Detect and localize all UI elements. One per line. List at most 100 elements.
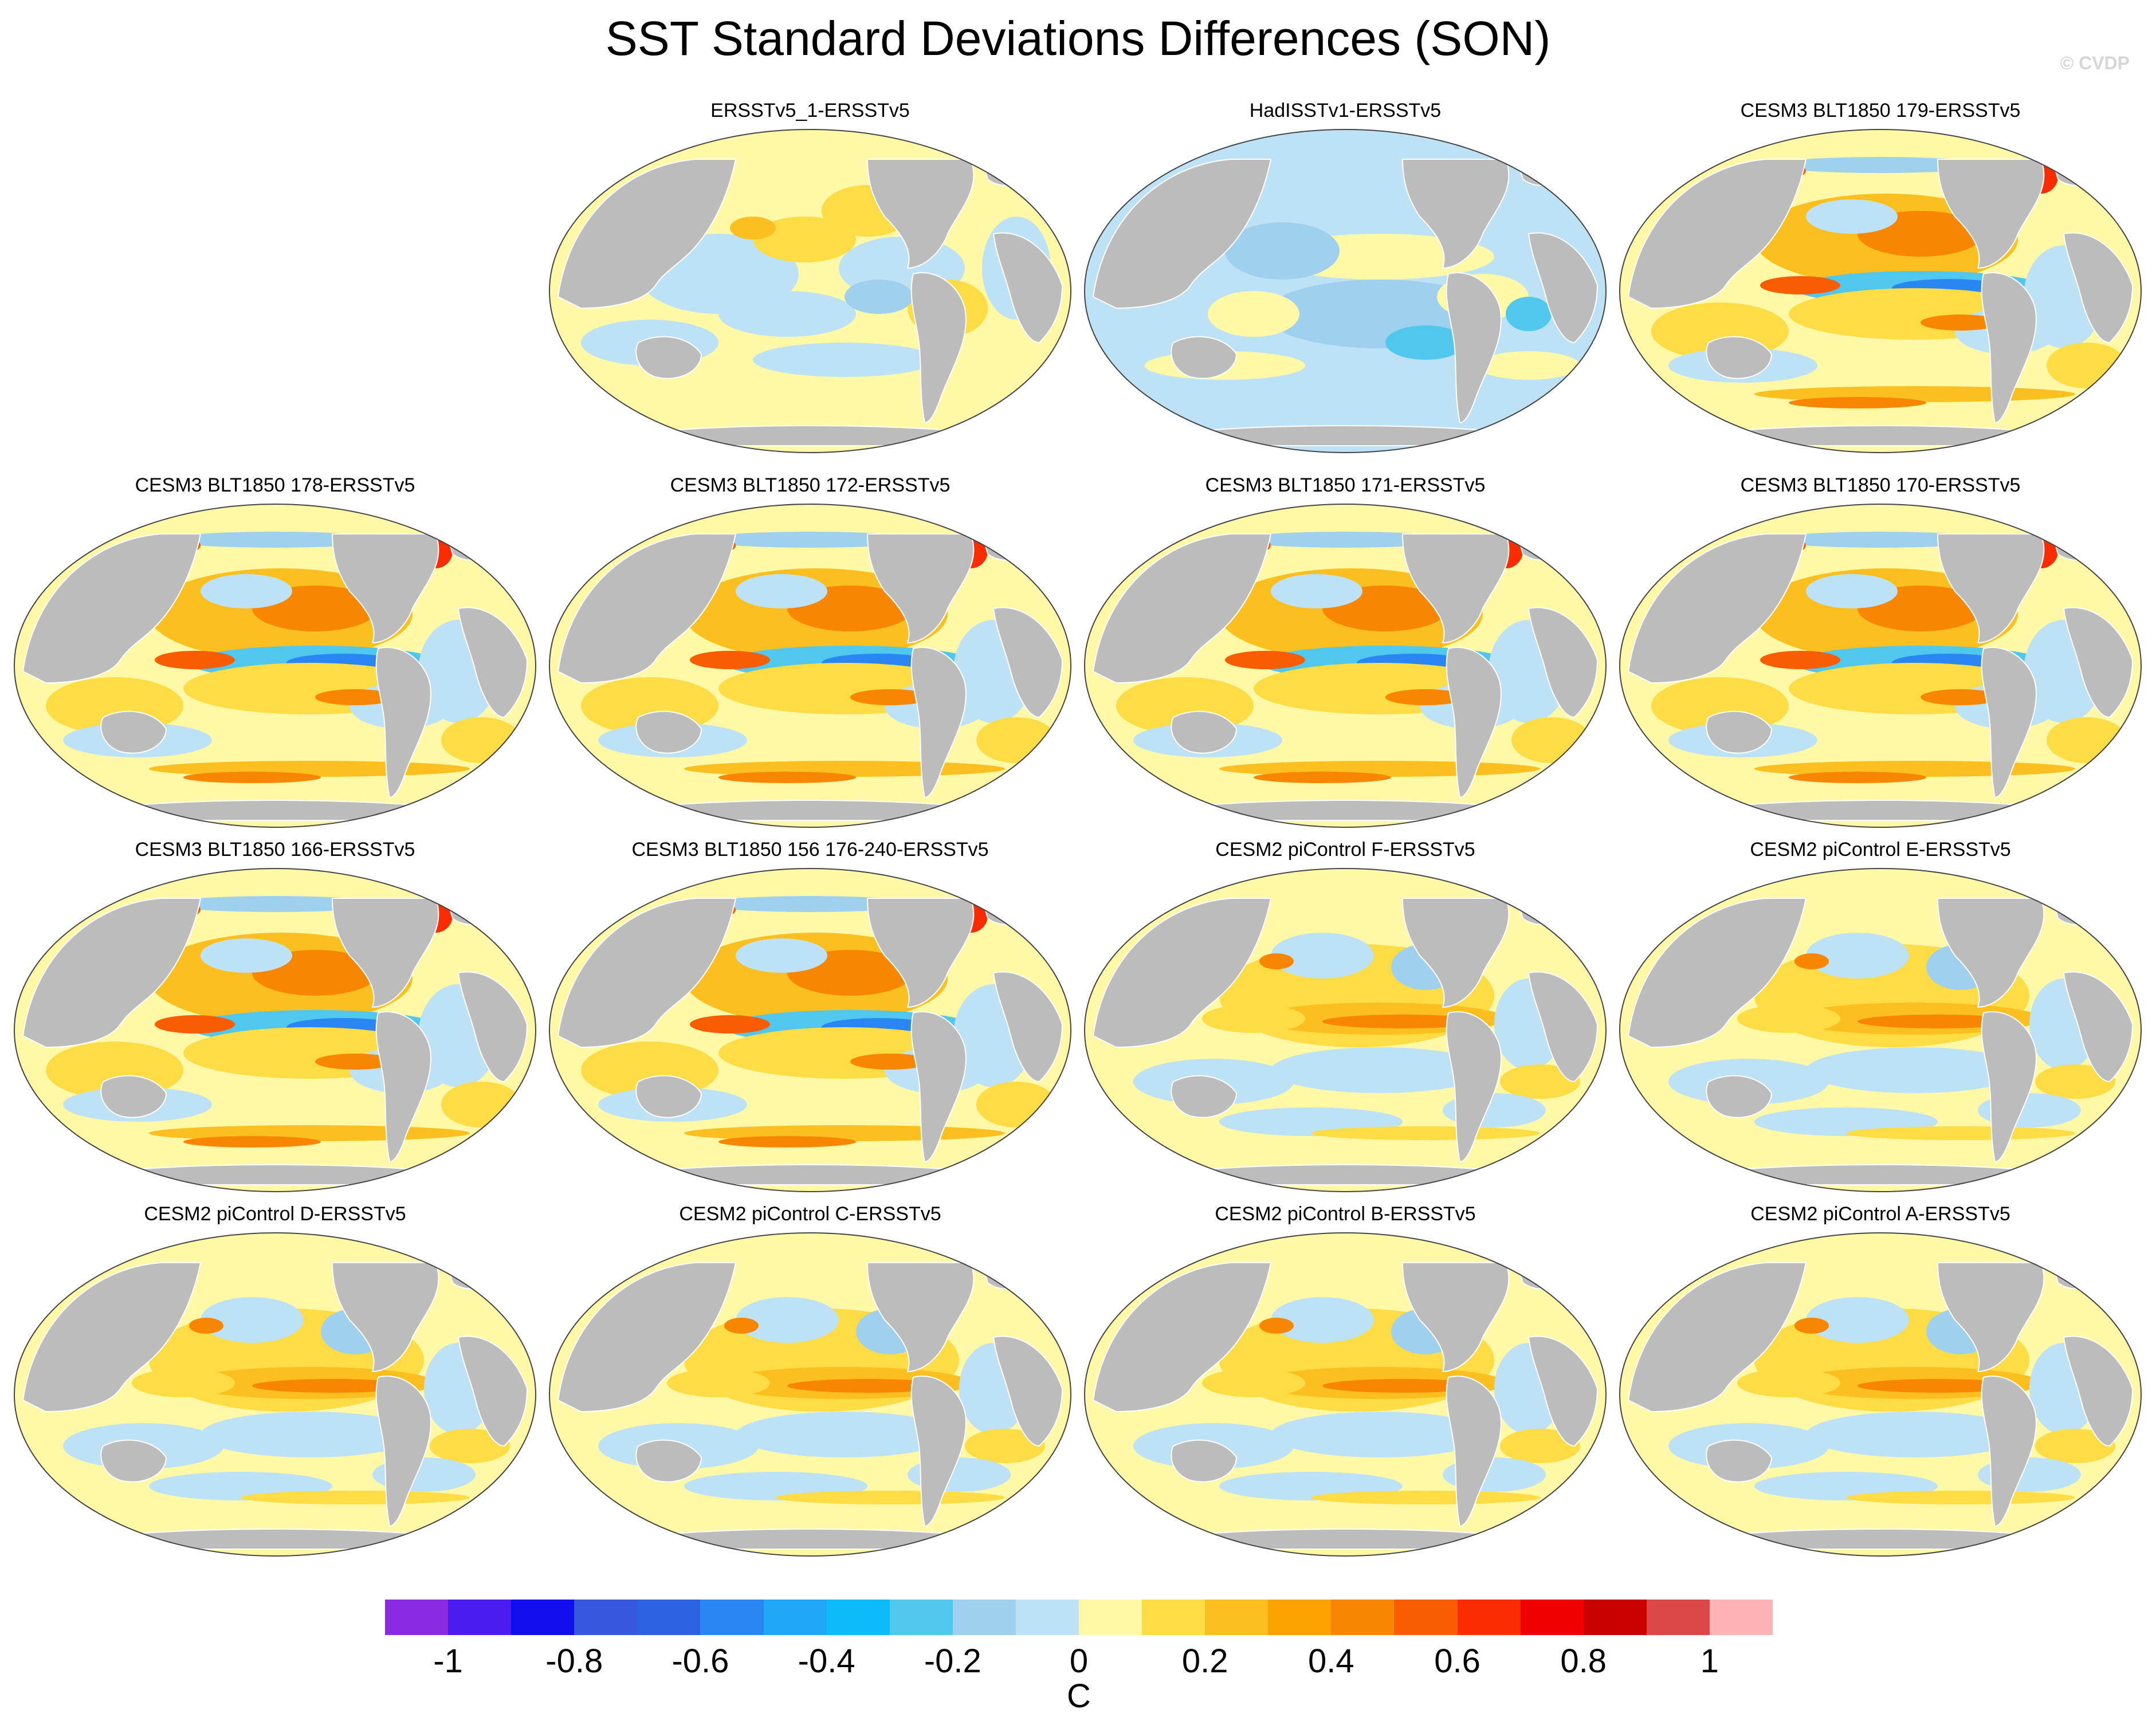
land-mass [1092,533,1272,684]
sst-anomaly-region [1921,689,2001,705]
land-mass [635,1075,702,1118]
colorbar-unit-label: C [1067,1677,1091,1715]
map-panel: CESM2 piControl A-ERSSTv5 [1617,1202,2144,1557]
land-mass [375,1011,431,1163]
land-mass [1527,971,1599,1083]
sst-anomaly-region [1225,651,1305,669]
sst-anomaly-region [1772,157,1989,173]
colorbar [385,1600,1773,1635]
map-panel: CESM2 piControl C-ERSSTv5 [547,1202,1074,1557]
sst-anomaly-region [201,574,292,608]
sst-anomaly-region [1271,1047,1489,1093]
land-mass [992,232,1063,344]
sst-anomaly-region [1254,772,1391,783]
sst-anomaly-region [736,1297,839,1343]
colorbar-swatch [1709,1600,1773,1635]
land-mass [557,533,737,684]
colorbar-swatch [1268,1600,1332,1635]
sst-anomaly-region [690,651,770,669]
sst-anomaly-region [1806,1412,2024,1457]
panel-title: CESM3 BLT1850 171-ERSSTv5 [1205,474,1486,496]
panel-title: CESM2 piControl C-ERSSTv5 [679,1203,941,1225]
map-outline [14,504,536,828]
land-mass [866,159,975,269]
map-outline [549,129,1071,453]
panel-title: CESM3 BLT1850 172-ERSSTv5 [670,474,951,496]
land-mass [1627,533,1807,684]
land-mass [2063,971,2134,1083]
panel-title: CESM2 piControl E-ERSSTv5 [1750,839,2011,860]
sst-anomaly-region [315,1054,395,1070]
panel-title: CESM2 piControl A-ERSSTv5 [1750,1203,2010,1225]
colorbar-swatch [1205,1600,1269,1635]
panel-title: CESM3 BLT1850 166-ERSSTv5 [135,839,415,860]
land-mass [1092,1262,1272,1413]
sst-anomaly-region [1202,1369,1305,1397]
land-mass [866,1262,975,1373]
sst-anomaly-region [1322,1379,1483,1393]
sst-anomaly-region [1789,397,1926,408]
robinson-map [1084,129,1607,453]
sst-anomaly-region [315,689,395,705]
sst-anomaly-region [1760,276,1840,294]
colorbar-swatch [637,1600,701,1635]
sst-anomaly-region [965,1429,1045,1463]
sst-anomaly-region [132,1369,235,1397]
land-mass [1171,336,1238,379]
sst-anomaly-region [976,1082,1057,1127]
land-mass [910,272,967,424]
sst-anomaly-region [1506,297,1552,331]
sst-anomaly-region [850,1054,930,1070]
colorbar-swatch [574,1600,638,1635]
land-mass [635,710,702,754]
sst-anomaly-region [1271,1297,1374,1343]
sst-anomaly-region [1259,953,1294,969]
sst-anomaly-region [1760,651,1840,669]
land-mass [1981,1376,2037,1527]
sst-anomaly-region [1806,1047,2024,1093]
land-mass [910,647,967,799]
map-outline [1619,504,2142,828]
sst-anomaly-region [1322,1015,1483,1028]
sst-anomaly-region [183,1136,321,1148]
land-mass [1937,533,2045,644]
land-mass [1171,1439,1238,1483]
colorbar-swatch [448,1600,512,1635]
map-outline [1619,868,2142,1192]
robinson-map [1619,129,2142,453]
land-mass [22,898,202,1048]
map-panel: CESM3 BLT1850 172-ERSSTv5 [547,473,1074,828]
robinson-map [1084,868,1607,1192]
panel-title: CESM2 piControl B-ERSSTv5 [1215,1203,1476,1225]
land-mass [910,1011,967,1163]
land-mass [557,1262,737,1413]
sst-anomaly-region [155,1015,235,1034]
sst-anomaly-region [718,291,856,337]
map-panels-grid: ERSSTv5_1-ERSSTv5 HadISSTv1-ERSSTv5 CESM3 … [14,99,2144,1557]
sst-anomaly-region [1772,532,1989,548]
sst-anomaly-region [1271,574,1362,608]
land-mass [2063,607,2134,718]
sst-anomaly-region [201,1297,304,1343]
map-panel: HadISSTv1-ERSSTv5 [1082,99,1609,454]
land-mass [1446,647,1502,799]
sst-anomaly-region [736,1412,953,1457]
figure-title: SST Standard Deviations Differences (SON… [605,11,1551,65]
map-outline [1084,868,1607,1192]
map-outline [1084,1232,1607,1557]
sst-anomaly-region [252,1379,413,1393]
robinson-map [1619,504,2142,828]
colorbar-swatch [1520,1600,1584,1635]
sst-anomaly-region [155,651,235,669]
robinson-map [1619,868,2142,1192]
colorbar-tick-label: -0.6 [671,1643,729,1680]
map-outline [14,868,536,1192]
land-mass [1937,1262,2045,1373]
sst-anomaly-region [2035,1064,2115,1099]
colorbar-swatch [1331,1600,1395,1635]
map-panel: CESM2 piControl B-ERSSTv5 [1082,1202,1609,1557]
sst-anomaly-region [718,772,856,783]
sst-anomaly-region [241,1491,470,1504]
sst-anomaly-region [701,532,919,548]
colorbar-swatch [1646,1600,1710,1635]
